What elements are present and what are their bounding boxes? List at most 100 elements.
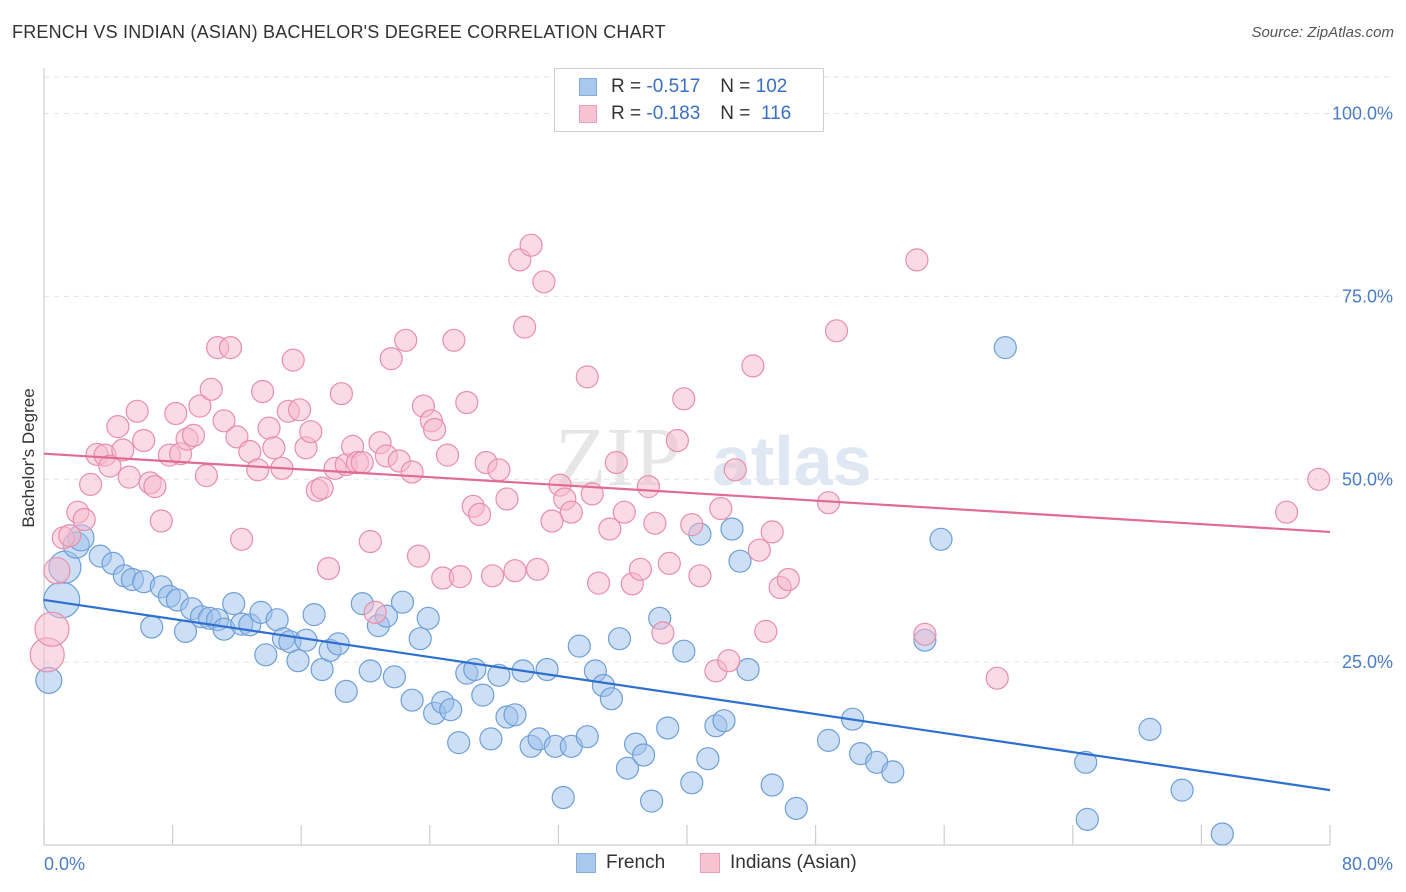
data-point	[222, 591, 246, 616]
data-point	[503, 559, 527, 583]
data-point	[575, 725, 599, 749]
data-point	[140, 615, 164, 639]
data-point	[58, 523, 82, 548]
y-tick-label: 75.0%	[1342, 286, 1393, 306]
data-point	[929, 527, 953, 551]
legend-swatch-indians	[579, 105, 597, 123]
data-point	[149, 509, 173, 533]
bottom-legend-french: French	[576, 852, 665, 874]
data-point	[784, 796, 808, 821]
data-point	[310, 476, 334, 500]
data-point	[680, 771, 704, 795]
data-point	[181, 423, 206, 447]
data-point	[316, 556, 341, 581]
data-point	[672, 387, 696, 411]
data-point	[1274, 500, 1299, 524]
series-french-points	[35, 336, 1234, 846]
data-point	[628, 557, 653, 581]
data-point	[487, 458, 511, 482]
data-point	[754, 619, 778, 644]
legend-r-value: -0.517	[646, 76, 701, 97]
data-point	[350, 450, 374, 475]
data-point	[246, 458, 270, 482]
data-point	[643, 511, 667, 535]
data-point	[651, 621, 675, 645]
legend-row-indians: R = -0.183 N = 116	[579, 102, 791, 126]
data-point	[1170, 778, 1194, 802]
data-point	[400, 460, 424, 484]
data-point	[631, 743, 656, 767]
data-point	[599, 687, 624, 711]
data-point	[254, 643, 278, 667]
data-point	[709, 496, 733, 521]
legend-r-label: R =	[611, 76, 642, 97]
data-point	[760, 520, 784, 544]
data-point	[435, 443, 460, 467]
data-point	[1075, 807, 1099, 832]
data-point	[363, 600, 387, 625]
data-point	[657, 551, 681, 576]
data-point	[471, 683, 495, 707]
data-point	[225, 425, 249, 449]
data-point	[615, 756, 640, 780]
data-point	[111, 438, 135, 462]
legend-n-value: 116	[760, 103, 792, 124]
data-point	[188, 394, 212, 418]
data-point	[747, 538, 771, 562]
chart-title: FRENCH VS INDIAN (ASIAN) BACHELOR'S DEGR…	[12, 22, 666, 42]
trend-lines	[43, 452, 1331, 792]
data-point	[194, 464, 218, 488]
data-point	[468, 502, 492, 527]
data-point	[251, 379, 275, 404]
data-point	[559, 500, 583, 524]
data-point	[723, 458, 747, 482]
data-point	[164, 401, 188, 426]
data-point	[567, 634, 591, 658]
data-point	[106, 415, 130, 439]
data-point	[358, 529, 382, 554]
data-point	[334, 679, 358, 704]
axes	[43, 68, 1331, 846]
gridlines	[44, 76, 1392, 663]
data-point	[525, 557, 550, 581]
trend-line-1	[43, 452, 1331, 534]
data-point	[598, 517, 622, 541]
data-point	[439, 698, 463, 722]
data-point	[665, 428, 690, 453]
data-point	[985, 666, 1009, 690]
data-point	[379, 347, 403, 371]
data-point	[302, 602, 326, 627]
data-point	[532, 270, 556, 294]
data-point	[672, 639, 696, 663]
data-point	[720, 517, 744, 541]
data-point	[1307, 467, 1331, 491]
data-point	[416, 606, 440, 630]
data-point	[736, 657, 760, 682]
data-point	[455, 390, 479, 415]
data-point	[72, 507, 96, 532]
data-point	[257, 416, 281, 440]
data-point	[299, 420, 323, 444]
data-point	[913, 622, 937, 646]
tick-labels: 25.0% 50.0% 75.0% 100.0% 0.0% 80.0%	[44, 104, 1393, 874]
data-point	[495, 487, 519, 511]
data-point	[262, 436, 286, 460]
data-point	[34, 611, 70, 647]
data-point	[760, 773, 784, 797]
data-point	[487, 663, 511, 687]
data-point	[728, 549, 752, 573]
legend-swatch-french	[579, 78, 597, 96]
data-point	[1210, 822, 1234, 846]
data-point	[712, 709, 736, 733]
data-point	[1138, 717, 1162, 742]
data-point	[717, 649, 741, 673]
legend-r-label: R =	[611, 103, 642, 124]
data-point	[688, 564, 712, 588]
x-tick-label: 0.0%	[44, 854, 85, 874]
data-point	[442, 328, 466, 352]
data-point	[636, 475, 661, 499]
data-point	[447, 730, 471, 755]
data-point	[448, 564, 472, 589]
y-tick-label: 25.0%	[1342, 652, 1393, 672]
